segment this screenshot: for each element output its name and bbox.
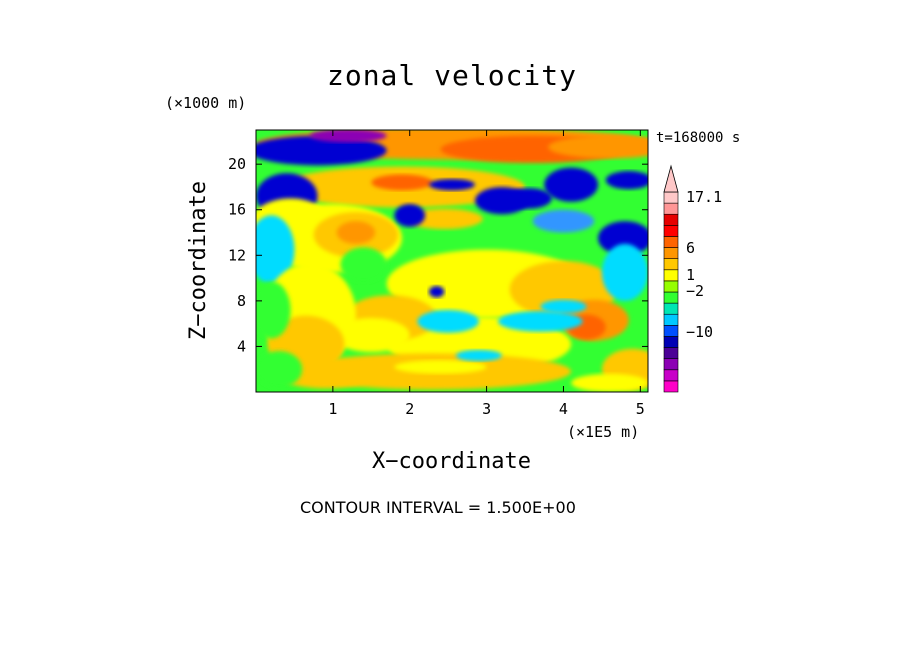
contour-region-20 [598,221,648,256]
colorbar-swatch [663,191,679,204]
colorbar-label: 1 [686,266,695,284]
colorbar-swatch [663,236,679,248]
contour-region-40 [340,247,387,282]
contour-region-19 [605,171,648,190]
velocity-field [256,130,648,392]
colorbar-swatch [663,313,679,326]
colorbar-swatch [663,336,679,348]
chart-title: zonal velocity [326,59,577,92]
x-axis-ticks: 1 2 3 4 5 [328,130,645,418]
colorbar-swatch [663,347,679,359]
colorbar-label: −10 [686,323,713,341]
y-axis-ticks: 4 8 12 16 20 [228,155,648,355]
colorbar-swatch [663,325,679,337]
contour-region-2 [548,135,648,159]
contour-region-41 [428,286,445,298]
colorbar-swatch [663,369,679,382]
contour-region-29 [394,360,487,374]
contour-region-13 [405,208,483,230]
x-tick-label: 5 [636,400,645,418]
contour-region-26 [601,243,648,301]
contour-region-37 [417,309,479,333]
y-unit-label: (×1000 m) [165,94,247,112]
colorbar-swatch [663,358,679,371]
contour-region-36 [256,281,291,339]
x-tick-label: 1 [328,400,337,418]
x-tick-label: 2 [405,400,414,418]
colorbar-swatch [663,302,679,315]
y-tick-label: 20 [228,155,246,173]
x-tick-label: 3 [482,400,491,418]
contour-region-35 [256,350,303,388]
colorbar-label: 6 [686,239,695,257]
colorbar-swatch [663,247,679,259]
colorbar-swatch [663,269,679,282]
contour-region-4 [309,130,387,143]
colorbar-swatch [663,225,679,237]
contour-region-14 [394,204,426,227]
colorbar-label: 17.1 [686,188,722,206]
contour-region-34 [279,361,372,389]
y-tick-label: 12 [228,246,246,264]
y-tick-label: 8 [237,292,246,310]
contour-region-15 [428,178,476,191]
colorbar-swatch [663,380,679,393]
colorbar-swatch [663,291,679,304]
colorbar-extend-arrow [663,164,679,193]
y-tick-label: 4 [237,337,246,355]
contour-interval-note: CONTOUR INTERVAL = 1.500E+00 [300,498,576,517]
contour-region-44 [571,373,648,392]
colorbar-label: −2 [686,282,704,300]
contour-region-21 [532,209,595,233]
colorbar-swatch [663,258,679,271]
contour-region-17 [505,188,552,209]
contour-region-42 [540,299,587,314]
colorbar-swatch [663,280,679,293]
y-tick-label: 16 [228,201,246,219]
plot-frame [255,129,649,393]
colorbar-swatch [663,202,679,215]
time-label: t=168000 s [656,130,741,146]
contour-region-11 [336,221,376,244]
contour-region-18 [544,167,599,202]
colorbar: 17.1 6 1−2 −10 [663,164,722,393]
contour-region-3 [256,135,387,166]
contour-region-38 [498,311,583,332]
x-axis-label: X−coordinate [372,449,531,474]
x-tick-label: 4 [559,400,568,418]
colorbar-swatch [663,213,679,226]
x-unit-label: (×1E5 m) [567,423,640,441]
contour-region-12 [256,215,295,284]
contour-region-6 [371,174,433,191]
contour-region-39 [455,349,502,362]
